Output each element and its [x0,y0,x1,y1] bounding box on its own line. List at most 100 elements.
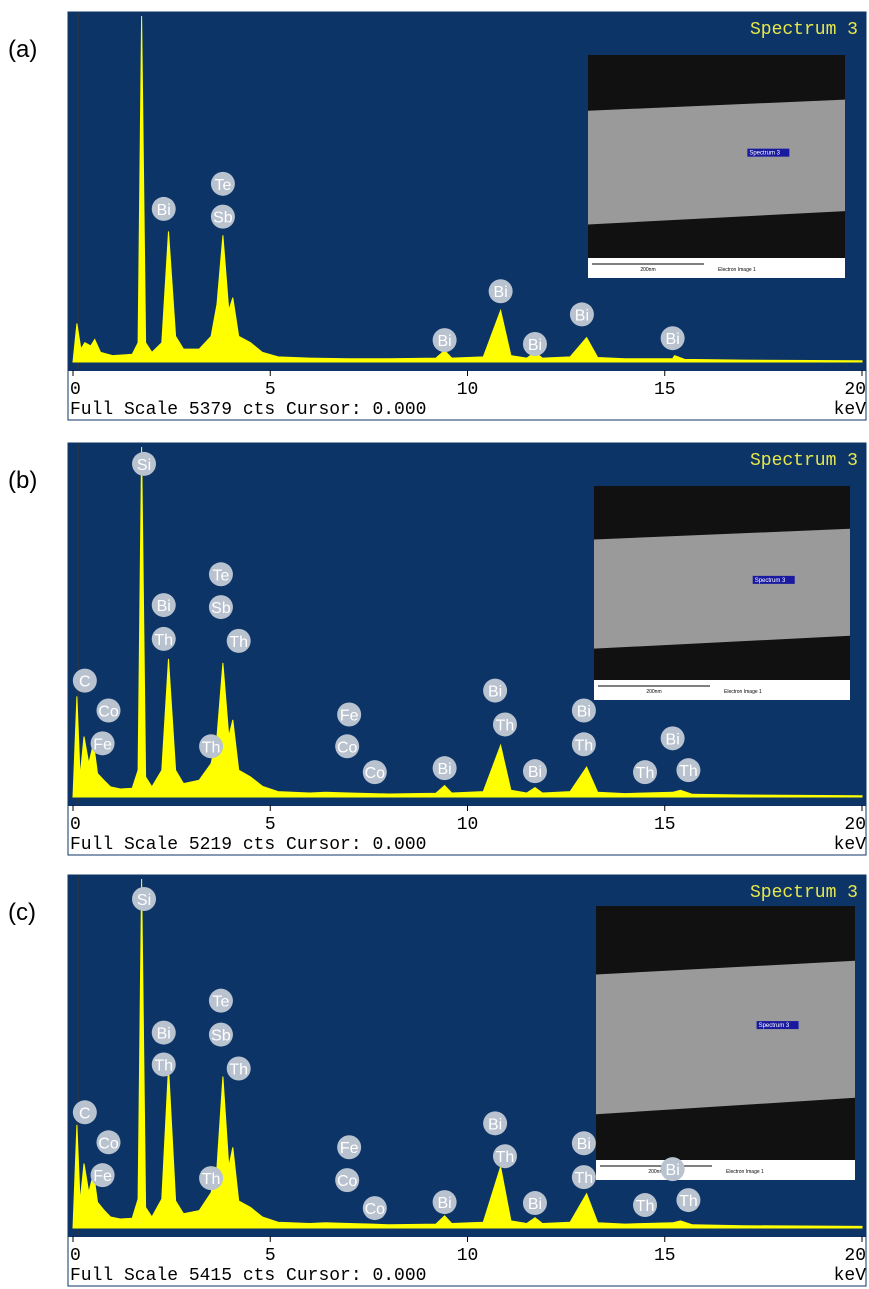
peak-label: Th [679,1193,698,1210]
peak-label: Fe [93,736,112,753]
peak-label-badge [132,886,157,911]
x-tick-label: 0 [70,1246,81,1266]
peak-label-badge [208,562,233,587]
peak-label: Te [212,567,229,584]
peak-label-badge [569,302,594,327]
peak-label: Th [679,763,698,780]
peak-label: Th [202,1171,221,1188]
peak-label: Te [214,177,231,194]
peak-label-badge [522,759,547,784]
peak-label-badge [571,732,596,757]
peak-label-badge [335,1168,360,1193]
peak-label: Th [496,1149,515,1166]
peak-label-badge [660,726,685,751]
peak-label: Co [337,739,358,756]
peak-label-badge [208,1022,233,1047]
spectrum-title: Spectrum 3 [750,20,858,40]
peak-label: Co [337,1173,358,1190]
peak-label: Bi [438,761,452,778]
peak-label-badge [72,668,97,693]
peak-label-badge [226,1056,251,1081]
peak-label: Bi [157,202,171,219]
peak-label-badge [488,279,513,304]
peak-label: Bi [528,1196,542,1213]
inset-marker: Spectrum 3 [759,1023,790,1029]
peak-label-badge [676,758,701,783]
panel-label: (b) [8,467,37,494]
x-tick-label: 10 [457,1246,479,1266]
peak-label: Th [575,1170,594,1187]
peak-label: Bi [575,307,589,324]
spectrum [72,446,863,798]
peak-label: Bi [577,1136,591,1153]
x-tick-label: 5 [265,815,276,835]
peak-label: Bi [666,331,680,348]
peak-label-badge [151,626,176,651]
peak-label-badge [90,731,115,756]
spectrum [72,15,863,363]
peak-label: Bi [666,731,680,748]
peak-label-badge [151,1052,176,1077]
peak-label-badge [362,1196,387,1221]
footer: Full Scale 5415 cts Cursor: 0.000 [70,1266,426,1286]
x-tick-label: 10 [457,815,479,835]
peak-label-badge [132,451,157,476]
peak-label-badge [90,1163,115,1188]
peak-label-badge [199,1166,224,1191]
peak-label-badge [432,1190,457,1215]
peak-label-badge [522,331,547,356]
inset-caption: Electron Image 1 [726,1169,764,1175]
panel-label: (a) [8,36,37,63]
x-tick-label: 5 [265,380,276,400]
peak-label: Si [137,892,151,909]
peak-label-badge [432,328,457,353]
peak-label-badge [633,1193,658,1218]
peak-label-badge [199,734,224,759]
peak-label-badge [208,595,233,620]
x-tick-label: 0 [70,815,81,835]
peak-label: C [79,674,91,691]
x-tick-label: 5 [265,1246,276,1266]
inset-marker-box [747,148,790,157]
inset-band [596,960,855,1115]
spectrum-title: Spectrum 3 [750,883,858,903]
inset-marker-box [756,1021,799,1030]
x-axis-label: keV [834,1266,867,1286]
inset-band [594,528,850,649]
x-axis-label: keV [834,400,867,420]
panel-frame [67,442,867,856]
peak-label-badge [96,1130,121,1155]
inset-caption: Electron Image 1 [718,267,756,273]
peak-label: Bi [438,333,452,350]
peak-label-badge [483,1111,508,1136]
peak-label-badge [151,1020,176,1045]
peak-label-badge [571,1165,596,1190]
x-tick-label: 15 [654,815,676,835]
peak-label-badge [571,1131,596,1156]
peak-label: Bi [488,1116,502,1133]
inset-caption-bar [594,680,850,700]
peak-label-badge [226,628,251,653]
x-tick-label: 15 [654,1246,676,1266]
inset-caption-bar [588,258,845,278]
footer: Full Scale 5219 cts Cursor: 0.000 [70,835,426,855]
inset-marker: Spectrum 3 [749,151,780,157]
x-tick-label: 20 [844,380,866,400]
peak-label-badge [96,698,121,723]
peak-label-badge [633,760,658,785]
peak-label-badge [208,988,233,1013]
peak-label: Fe [93,1168,112,1185]
inset-marker: Spectrum 3 [755,578,786,584]
peak-label-badge [335,734,360,759]
peak-label-badge [337,1135,362,1160]
peak-label: Co [365,765,386,782]
peak-label: Bi [488,684,502,701]
peak-label: Si [137,457,151,474]
peak-label: Bi [494,284,508,301]
peak-label-badge [210,204,235,229]
peak-label: Co [98,1135,119,1152]
peak-label: Th [154,1057,173,1074]
peak-label: Th [636,1198,655,1215]
peak-label: Fe [340,708,359,725]
